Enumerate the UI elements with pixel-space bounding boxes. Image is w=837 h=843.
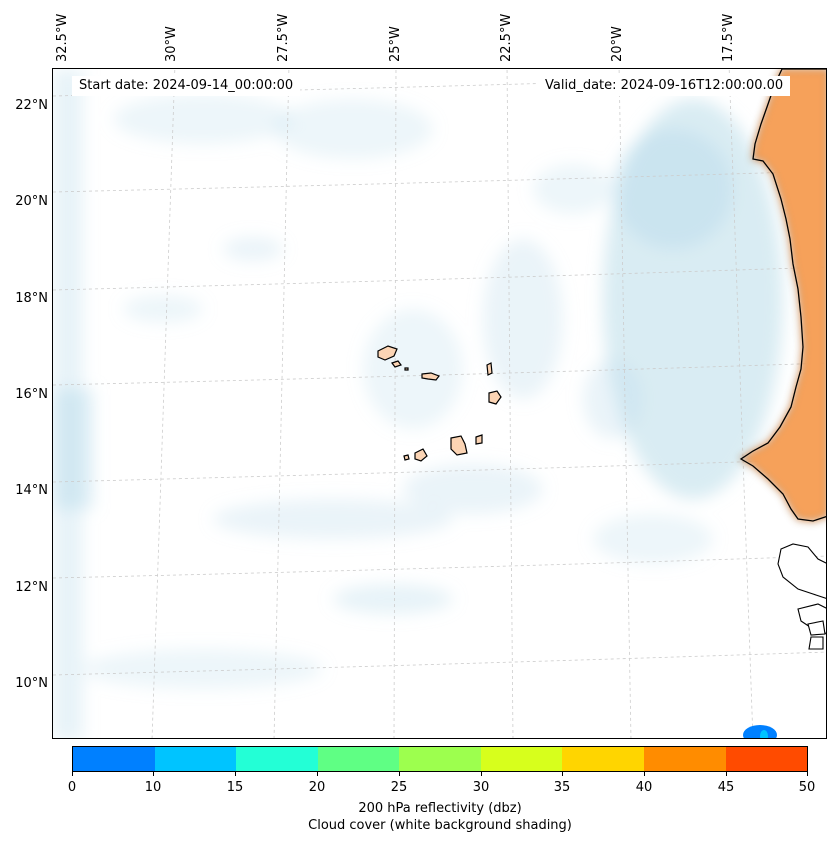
colorbar-tick-label: 20 bbox=[308, 780, 326, 795]
lon-label-20w: 20°W bbox=[610, 26, 625, 62]
lon-label-32-5w: 32.5°W bbox=[55, 13, 70, 62]
lat-label-18n: 18°N bbox=[15, 291, 48, 306]
colorbar-segment-10-15 bbox=[154, 747, 237, 771]
island-sal bbox=[486, 362, 493, 376]
colorbar-tick-label: 15 bbox=[226, 780, 244, 795]
lat-label-12n: 12°N bbox=[15, 580, 48, 595]
lon-label-17-5w: 17.5°W bbox=[721, 13, 736, 62]
colorbar-tick-label: 45 bbox=[717, 780, 735, 795]
lat-label-14n: 14°N bbox=[15, 483, 48, 498]
colorbar-segment-30-35 bbox=[480, 747, 563, 771]
island-boa-vista bbox=[488, 390, 502, 405]
colorbar-segment-20-25 bbox=[317, 747, 400, 771]
colorbar-tick bbox=[399, 772, 400, 776]
colorbar-tick-label: 50 bbox=[798, 780, 816, 795]
colorbar bbox=[72, 746, 808, 772]
lat-label-16n: 16°N bbox=[15, 387, 48, 402]
colorbar-tick-label: 25 bbox=[390, 780, 408, 795]
colorbar-tick-label: 10 bbox=[144, 780, 162, 795]
colorbar-tick bbox=[562, 772, 563, 776]
africa-landmass bbox=[739, 69, 826, 650]
colorbar-segment-0-10 bbox=[73, 747, 155, 771]
lon-label-22-5w: 22.5°W bbox=[499, 13, 514, 62]
colorbar-tick bbox=[153, 772, 154, 776]
cloud-cover-layer bbox=[53, 69, 783, 738]
colorbar-subtitle: Cloud cover (white background shading) bbox=[308, 818, 572, 833]
colorbar-tick bbox=[481, 772, 482, 776]
island-santo-antao bbox=[377, 345, 398, 361]
lat-label-20n: 20°N bbox=[15, 194, 48, 209]
island-santa-luzia bbox=[404, 367, 409, 371]
island-santiago bbox=[450, 435, 468, 456]
colorbar-tick-label: 40 bbox=[635, 780, 653, 795]
colorbar-segment-15-20 bbox=[236, 747, 318, 771]
lat-label-10n: 10°N bbox=[15, 676, 48, 691]
colorbar-tick bbox=[235, 772, 236, 776]
map-canvas bbox=[53, 69, 826, 738]
island-sao-vicente bbox=[391, 360, 402, 368]
cape-verde-islands bbox=[377, 345, 502, 462]
colorbar-tick-label: 35 bbox=[553, 780, 571, 795]
lon-label-30w: 30°W bbox=[164, 26, 179, 62]
island-maio bbox=[475, 434, 483, 445]
colorbar-segment-40-45 bbox=[643, 747, 726, 771]
colorbar-tick bbox=[72, 772, 73, 776]
colorbar-tick bbox=[807, 772, 808, 776]
island-fogo bbox=[414, 448, 428, 462]
island-sao-nicolau bbox=[421, 372, 440, 381]
colorbar-tick bbox=[644, 772, 645, 776]
lon-label-27-5w: 27.5°W bbox=[276, 13, 291, 62]
colorbar-tick bbox=[726, 772, 727, 776]
valid-date-label: Valid_date: 2024-09-16T12:00:00.00 bbox=[538, 76, 791, 96]
colorbar-tick-label: 0 bbox=[67, 780, 77, 795]
colorbar-segment-45-50 bbox=[725, 747, 808, 771]
start-date-label: Start date: 2024-09-14_00:00:00 bbox=[72, 76, 301, 96]
reflectivity-echo bbox=[743, 725, 777, 738]
colorbar-segment-25-30 bbox=[399, 747, 481, 771]
colorbar-title: 200 hPa reflectivity (dbz) bbox=[358, 801, 522, 816]
colorbar-tick bbox=[317, 772, 318, 776]
colorbar-tick-label: 30 bbox=[472, 780, 490, 795]
colorbar-segment-35-40 bbox=[562, 747, 644, 771]
island-brava bbox=[403, 454, 410, 461]
map-panel bbox=[52, 68, 827, 739]
lon-label-25w: 25°W bbox=[388, 26, 403, 62]
lat-label-22n: 22°N bbox=[15, 98, 48, 113]
